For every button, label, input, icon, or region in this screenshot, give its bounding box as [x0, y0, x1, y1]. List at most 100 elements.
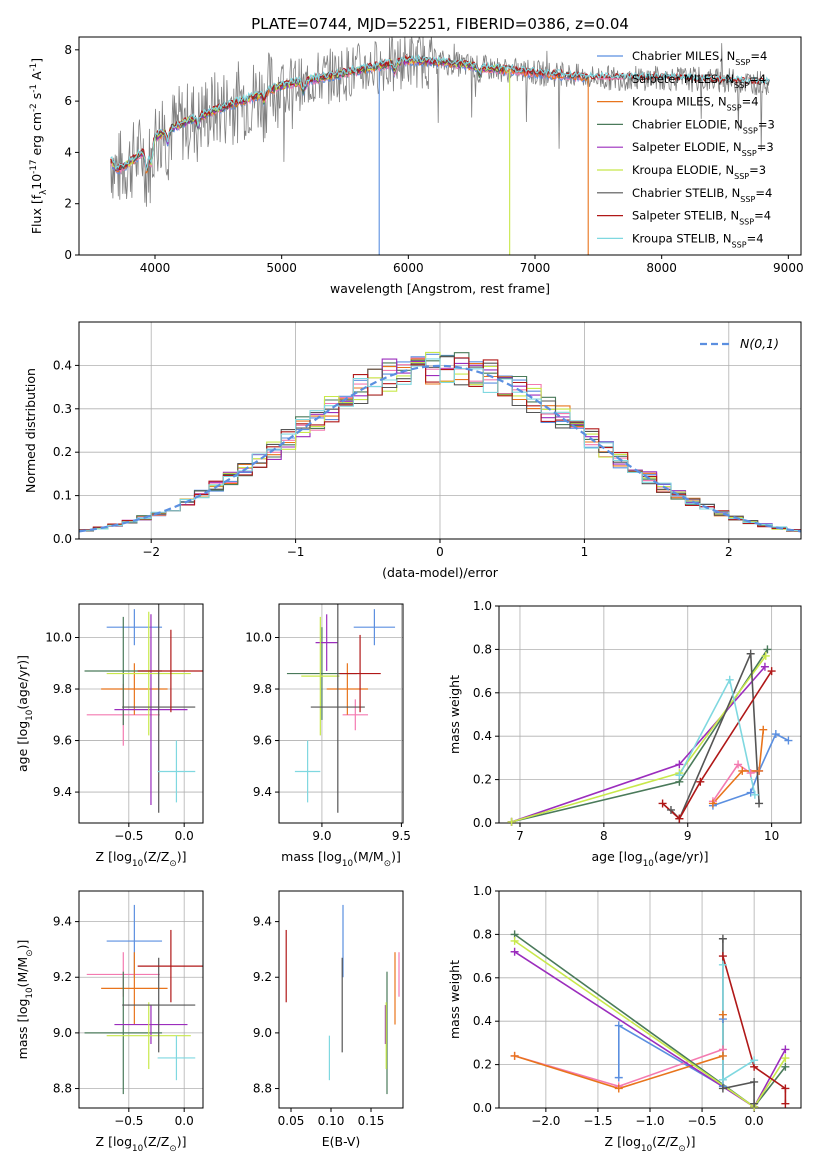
weight-marker: [614, 1021, 623, 1030]
figure-title: PLATE=0744, MJD=52251, FIBERID=0386, z=0…: [251, 15, 629, 33]
weight-marker: [718, 934, 727, 943]
weight-line: [511, 648, 769, 823]
y-axis-label: mass weight: [447, 960, 462, 1039]
legend-entry: Salpeter MILES, NSSP=4: [632, 72, 766, 90]
panel-weight_vs_Z: −2.0 −1.5 −1.0 −0.5 0.0 0.0 0.2 0.4 0.6 0.8 1.0 Z […: [447, 884, 802, 1154]
x-tick-label: −0.5: [114, 829, 143, 843]
plot-area: [286, 604, 396, 813]
x-tick-label: −2.0: [531, 1114, 560, 1128]
weight-marker: [675, 771, 684, 780]
y-tick-label: 9.8: [253, 682, 272, 696]
weight-line: [511, 666, 766, 823]
weight-marker: [750, 1056, 759, 1065]
y-tick-label: 1.0: [473, 599, 492, 613]
axes-frame: [498, 605, 802, 824]
model-line: [110, 56, 509, 171]
model-line: [110, 56, 509, 171]
x-tick-label: 9.5: [392, 829, 411, 843]
x-tick-label: 0.0: [175, 1114, 194, 1128]
x-axis-label: (data-model)/error: [382, 565, 499, 580]
y-tick-label: 0.2: [473, 1058, 492, 1072]
x-tick-label: −0.5: [114, 1114, 143, 1128]
gridlines: [279, 604, 403, 823]
weight-marker: [750, 790, 759, 799]
weight-marker: [614, 1073, 623, 1082]
x-axis-label: E(B-V): [322, 1134, 361, 1149]
weight-marker: [759, 725, 768, 734]
y-tick-label: 0.2: [53, 445, 72, 459]
y-tick-label: 9.0: [253, 1026, 272, 1040]
legend-entry: Chabrier STELIB, NSSP=4: [632, 186, 772, 204]
weight-marker: [675, 760, 684, 769]
y-tick-label: 8.8: [53, 1082, 72, 1096]
y-tick-label: 0.0: [53, 532, 72, 546]
weight-marker: [718, 960, 727, 969]
weight-marker: [696, 777, 705, 786]
y-tick-label: 9.4: [253, 785, 272, 799]
x-tick-label: 1: [581, 545, 589, 559]
y-tick-label: 9.2: [253, 970, 272, 984]
x-axis-label: Z [log10(Z/Z⊙)]: [605, 1134, 696, 1154]
y-tick-label: 0.4: [473, 1014, 492, 1028]
y-tick-label: 9.6: [253, 734, 272, 748]
weight-marker: [718, 1051, 727, 1060]
gridlines: [79, 891, 203, 1108]
weight-marker: [763, 645, 772, 654]
y-tick-label: 10.0: [45, 630, 72, 644]
x-tick-label: 0: [436, 545, 444, 559]
y-tick-label: 9.8: [53, 682, 72, 696]
y-tick-label: 9.2: [53, 970, 72, 984]
weight-line: [712, 763, 760, 802]
plot-area: [285, 904, 400, 1095]
plot-area: [110, 37, 770, 255]
weight-marker: [750, 1077, 759, 1086]
y-tick-label: 0.0: [473, 816, 492, 830]
y-tick-label: 0.2: [473, 773, 492, 787]
weight-marker: [666, 805, 675, 814]
weight-marker: [510, 936, 519, 945]
y-tick-label: 0.4: [473, 729, 492, 743]
weight-marker: [767, 667, 776, 676]
x-tick-label: −1.0: [635, 1114, 664, 1128]
legend-entry: Kroupa ELODIE, NSSP=3: [632, 163, 766, 181]
y-tick-label: 0.3: [53, 402, 72, 416]
y-tick-label: 8: [64, 43, 72, 57]
panel-residuals: −2 −1 0 1 2 0.0 0.1 0.2 0.3 0.4 (data-model)/error…: [23, 321, 802, 580]
axes-frame: [78, 890, 204, 1109]
y-tick-label: 9.4: [53, 785, 72, 799]
legend-entry: Kroupa MILES, NSSP=4: [632, 95, 759, 113]
gridlines: [79, 604, 203, 823]
weight-marker: [708, 799, 717, 808]
x-tick-label: 0.10: [318, 1114, 345, 1128]
x-tick-label: 6000: [393, 261, 424, 275]
plot-area: [511, 648, 789, 823]
weight-marker: [784, 736, 793, 745]
x-tick-label: 8: [600, 829, 608, 843]
residual-histogram: [79, 358, 801, 532]
axes-frame: [498, 890, 802, 1109]
x-axis-label: Z [log10(Z/Z⊙)]: [96, 1134, 187, 1154]
y-tick-label: 0.1: [53, 489, 72, 503]
weight-marker: [734, 760, 743, 769]
weight-marker: [771, 730, 780, 739]
weight-marker: [614, 1084, 623, 1093]
y-axis-label: age [log10(age/yr)]: [15, 655, 35, 772]
y-tick-label: 0: [64, 248, 72, 262]
y-tick-label: 8.8: [253, 1082, 272, 1096]
legend: Chabrier MILES, NSSP=4 Salpeter MILES, NS…: [597, 49, 775, 249]
plot-area: [84, 904, 203, 1095]
x-tick-label: 9.0: [312, 829, 331, 843]
weight-marker: [781, 1045, 790, 1054]
x-tick-label: 10: [764, 829, 779, 843]
y-tick-label: 2: [64, 197, 72, 211]
legend: N(0,1): [700, 336, 779, 351]
x-axis-label: age [log10(age/yr)]: [591, 849, 708, 869]
plot-area: [84, 604, 203, 813]
y-axis-label: Normed distribution: [23, 368, 38, 493]
panel-mass_vs_Z: −0.5 0.0 8.8 9.0 9.2 9.4 Z [log10(Z/Z⊙)] mass […: [15, 890, 204, 1154]
x-tick-label: 0.0: [745, 1114, 764, 1128]
weight-marker: [781, 1062, 790, 1071]
y-tick-label: 9.6: [53, 734, 72, 748]
axes-frame: [278, 603, 404, 824]
x-axis-label: mass [log10(M/M⊙)]: [281, 849, 401, 869]
